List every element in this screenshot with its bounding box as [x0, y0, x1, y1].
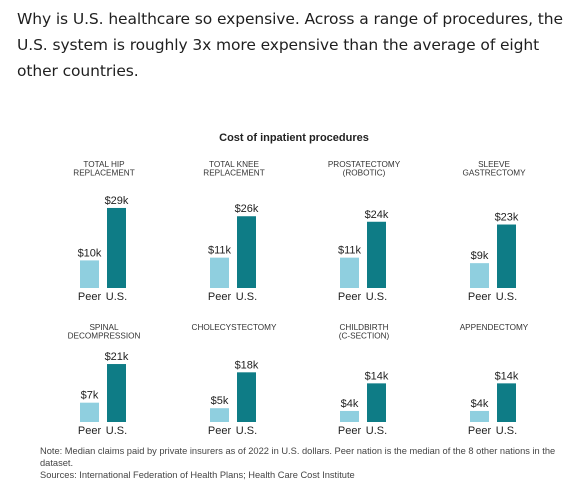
panel-title-line: PROSTATECTOMY — [328, 160, 401, 169]
bar-peer — [470, 410, 489, 422]
value-label: $9k — [471, 250, 489, 262]
value-label: $14k — [495, 370, 519, 382]
bar-us — [107, 207, 126, 288]
category-label: U.S. — [496, 425, 517, 437]
bar-peer — [80, 402, 99, 422]
panel-title-line: TOTAL HIP — [83, 160, 125, 169]
value-label: $7k — [81, 390, 99, 402]
category-label: U.S. — [496, 291, 517, 303]
category-label: U.S. — [106, 425, 127, 437]
note-text: Note: Median claims paid by private insu… — [40, 446, 556, 468]
value-label: $4k — [471, 398, 489, 410]
category-label: Peer — [78, 425, 102, 437]
intro-text: Why is U.S. healthcare so expensive. Acr… — [17, 10, 563, 80]
category-label: U.S. — [236, 291, 257, 303]
panel-title-line: TOTAL KNEE — [209, 160, 259, 169]
value-label: $11k — [208, 245, 232, 257]
bar-us — [367, 383, 386, 422]
panel-title-line: REPLACEMENT — [203, 169, 264, 178]
panel-title-line: GASTRECTOMY — [462, 169, 526, 178]
category-label: Peer — [338, 425, 362, 437]
bar-us — [237, 216, 256, 288]
panel-title-line: SPINAL — [89, 323, 119, 332]
panel-title-line: CHILDBIRTH — [340, 323, 389, 332]
category-label: Peer — [468, 291, 492, 303]
bar-peer — [210, 257, 229, 288]
category-label: U.S. — [106, 291, 127, 303]
bar-peer — [340, 410, 359, 422]
category-label: Peer — [208, 291, 232, 303]
bar-peer — [210, 408, 229, 422]
value-label: $29k — [105, 195, 129, 207]
panel-title-line: (C-SECTION) — [339, 332, 390, 341]
sources-text: Sources: International Federation of Hea… — [40, 470, 355, 480]
value-label: $24k — [365, 209, 389, 221]
category-label: U.S. — [366, 425, 387, 437]
panel-title-line: APPENDECTOMY — [460, 323, 529, 332]
bar-us — [497, 383, 516, 422]
category-label: Peer — [78, 291, 102, 303]
panel-title-line: REPLACEMENT — [73, 169, 134, 178]
value-label: $4k — [341, 398, 359, 410]
value-label: $5k — [211, 395, 229, 407]
value-label: $14k — [365, 370, 389, 382]
bar-peer — [470, 263, 489, 288]
small-multiples-chart: TOTAL HIPREPLACEMENT$10kPeer$29kU.S.TOTA… — [68, 160, 529, 437]
category-label: Peer — [338, 291, 362, 303]
panel-title-line: SLEEVE — [478, 160, 510, 169]
bar-us — [107, 364, 126, 422]
bar-us — [367, 221, 386, 288]
value-label: $18k — [235, 359, 259, 371]
panel-title-line: CHOLECYSTECTOMY — [192, 323, 277, 332]
value-label: $26k — [235, 203, 259, 215]
category-label: Peer — [468, 425, 492, 437]
bar-us — [237, 372, 256, 422]
bar-peer — [80, 260, 99, 288]
value-label: $21k — [105, 351, 129, 363]
chart-notes: Note: Median claims paid by private insu… — [40, 445, 565, 481]
value-label: $11k — [338, 245, 362, 257]
bar-peer — [340, 257, 359, 288]
bar-us — [497, 224, 516, 288]
chart-title: Cost of inpatient procedures — [219, 132, 369, 144]
value-label: $23k — [495, 212, 519, 224]
category-label: Peer — [208, 425, 232, 437]
panel-title-line: DECOMPRESSION — [68, 332, 141, 341]
panel-title-line: (ROBOTIC) — [343, 169, 386, 178]
value-label: $10k — [78, 247, 102, 259]
category-label: U.S. — [236, 425, 257, 437]
category-label: U.S. — [366, 291, 387, 303]
